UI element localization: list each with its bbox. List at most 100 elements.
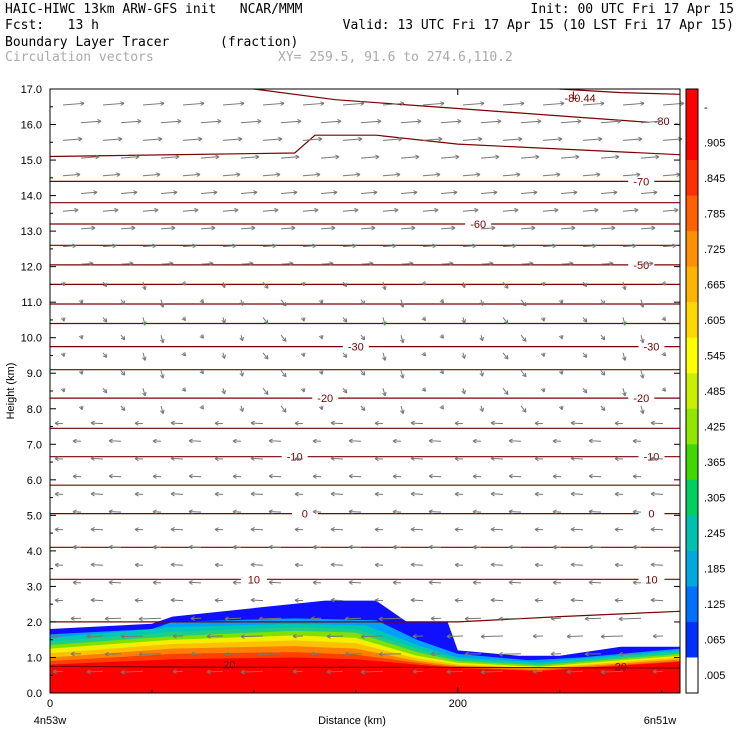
vector-arrow bbox=[428, 544, 442, 550]
colorbar-swatch bbox=[686, 586, 698, 623]
vector-arrow bbox=[80, 261, 94, 266]
vector-arrow bbox=[558, 405, 564, 411]
vector-arrow bbox=[300, 281, 306, 287]
vector-arrow bbox=[170, 491, 184, 497]
vector-arrow bbox=[498, 651, 522, 657]
vector-arrow bbox=[90, 420, 104, 426]
vector-arrow bbox=[52, 633, 64, 639]
vector-arrow bbox=[280, 299, 287, 307]
vector-arrow bbox=[584, 616, 602, 622]
vector-arrow bbox=[160, 225, 176, 231]
vector-arrow bbox=[360, 299, 366, 305]
vector-arrow bbox=[190, 616, 202, 621]
vector-arrow bbox=[120, 225, 136, 231]
colorbar-swatch bbox=[686, 479, 698, 516]
vector-arrow bbox=[440, 225, 456, 231]
vector-arrow bbox=[102, 352, 108, 358]
vector-arrow bbox=[540, 352, 546, 358]
vector-arrow bbox=[542, 101, 565, 106]
vector-arrow bbox=[62, 172, 81, 178]
vector-arrow bbox=[480, 261, 494, 266]
colorbar-swatch bbox=[686, 657, 698, 694]
vector-arrow bbox=[250, 456, 264, 461]
vector-arrow bbox=[392, 544, 402, 550]
vector-arrow bbox=[90, 562, 104, 568]
vector-arrow bbox=[294, 456, 304, 462]
vector-arrow bbox=[108, 438, 122, 444]
vector-arrow bbox=[392, 438, 402, 444]
vector-arrow bbox=[534, 562, 544, 568]
vector-arrow bbox=[422, 207, 439, 213]
vector-arrow bbox=[428, 438, 442, 444]
vector-arrow bbox=[560, 119, 582, 124]
vector-arrow bbox=[200, 190, 218, 195]
y-tick-label: 14.0 bbox=[21, 191, 42, 203]
vector-arrow bbox=[240, 119, 262, 124]
xy-range: XY= 259.5, 91.6 to 274.6,110.2 bbox=[278, 50, 513, 65]
vector-arrow bbox=[172, 669, 184, 674]
colorbar-label: .545 bbox=[704, 350, 725, 362]
x-right-endpoint: 6n51w bbox=[644, 715, 676, 727]
vector-arrow bbox=[221, 352, 227, 359]
colorbar-frame bbox=[685, 88, 699, 694]
vector-arrow bbox=[618, 616, 642, 622]
vector-arrow bbox=[62, 136, 83, 142]
vector-arrow bbox=[621, 352, 627, 361]
vector-arrow bbox=[360, 225, 376, 231]
vector-arrow bbox=[280, 119, 302, 124]
vector-arrow bbox=[479, 334, 485, 342]
contour-label: 10 bbox=[248, 574, 260, 586]
vector-arrow bbox=[152, 509, 162, 515]
colorbar-label: .665 bbox=[704, 279, 725, 291]
vector-arrow bbox=[582, 387, 588, 394]
y-tick-label: 5.0 bbox=[27, 510, 42, 522]
vector-arrow bbox=[78, 299, 84, 304]
vector-arrow bbox=[72, 544, 82, 550]
vector-arrow bbox=[300, 388, 306, 393]
y-tick-label: 3.0 bbox=[27, 581, 42, 593]
vector-arrow bbox=[480, 225, 496, 231]
vector-arrow bbox=[381, 317, 387, 326]
vector-arrow bbox=[134, 527, 144, 532]
vector-arrow bbox=[400, 190, 418, 195]
vector-arrow bbox=[320, 154, 340, 160]
vector-arrow bbox=[520, 261, 534, 266]
vector-arrow bbox=[302, 172, 321, 178]
vector-arrow bbox=[560, 261, 574, 266]
vector-arrow bbox=[650, 420, 664, 426]
vector-arrow bbox=[138, 616, 162, 622]
vector-arrow bbox=[221, 388, 227, 395]
vector-arrow bbox=[240, 261, 254, 266]
vector-arrow bbox=[639, 334, 645, 344]
y-tick-label: 2.0 bbox=[27, 617, 42, 629]
vector-arrow bbox=[214, 562, 224, 568]
vector-arrow bbox=[662, 207, 679, 213]
vector-arrow bbox=[141, 281, 147, 291]
vector-arrow bbox=[222, 101, 245, 106]
vector-arrow bbox=[552, 474, 562, 479]
vector-arrow bbox=[622, 207, 639, 213]
vector-arrow bbox=[614, 527, 624, 532]
contour-label: -30 bbox=[348, 342, 364, 354]
vector-arrow bbox=[78, 405, 84, 411]
vector-arrow bbox=[600, 370, 606, 376]
vector-arrow bbox=[600, 334, 606, 341]
vector-name: Circulation vectors bbox=[5, 50, 154, 65]
temperature-contours: 2020101000-10-10-20-20-30-30-50-60-70-80… bbox=[49, 88, 681, 673]
vector-arrow bbox=[348, 509, 362, 515]
vector-arrow bbox=[410, 527, 424, 532]
vector-arrow bbox=[392, 580, 402, 586]
vector-arrow bbox=[652, 669, 664, 674]
vector-arrow bbox=[342, 136, 363, 142]
vector-arrow bbox=[300, 352, 306, 358]
vector-arrow bbox=[662, 243, 677, 249]
vector-arrow bbox=[294, 527, 304, 532]
vector-arrow bbox=[430, 651, 442, 657]
vector-arrow bbox=[374, 562, 384, 568]
vector-arrow bbox=[508, 509, 522, 515]
colorbar-label: .725 bbox=[704, 244, 725, 256]
vector-arrow bbox=[310, 616, 322, 621]
vector-arrow bbox=[160, 190, 178, 195]
vector-arrow bbox=[312, 544, 322, 550]
vector-arrow bbox=[262, 172, 281, 178]
